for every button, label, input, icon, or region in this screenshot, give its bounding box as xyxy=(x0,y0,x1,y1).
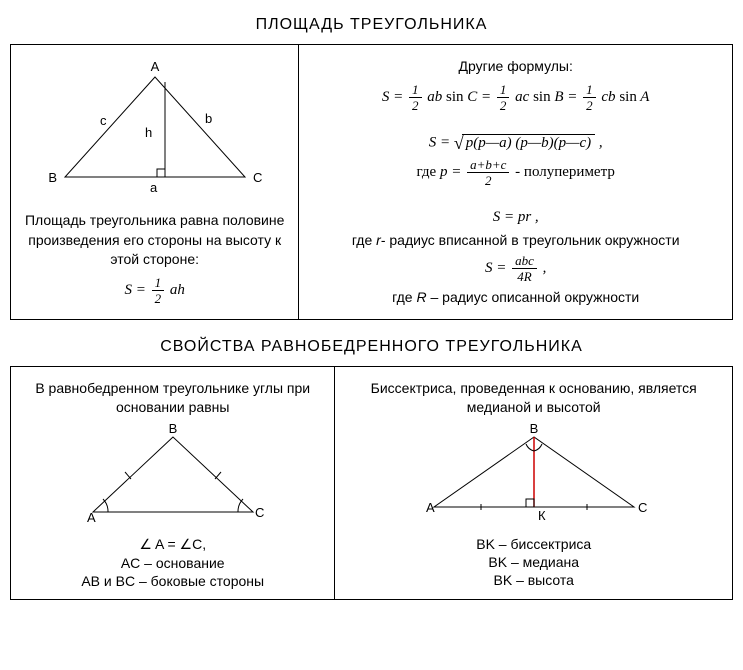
sp-tail: - полупериметр xyxy=(511,164,614,180)
sf-1: S = xyxy=(382,89,407,105)
section2-title: СВОЙСТВА РАВНОБЕДРЕННОГО ТРЕУГОЛЬНИКА xyxy=(10,338,733,356)
iso-C: C xyxy=(255,505,264,520)
sf-m2: ac xyxy=(511,89,533,105)
isos-bisector-cell: Биссектриса, проведенная к основанию, яв… xyxy=(335,367,732,599)
f-lhs: S = xyxy=(125,282,150,298)
bisector-caption: Биссектриса, проведенная к основанию, яв… xyxy=(345,379,722,418)
sf-a2: B = xyxy=(551,89,582,105)
inr-t: , xyxy=(531,209,539,225)
sf-fn2: sin xyxy=(533,89,551,105)
side-c: c xyxy=(100,113,107,128)
f-rhs: ah xyxy=(166,282,185,298)
bis-A: A xyxy=(426,500,435,515)
hf-tail: , xyxy=(595,134,603,150)
area-formula: S = 12 ah xyxy=(21,276,288,305)
f-den: 2 xyxy=(152,291,165,305)
iso-line2: AC – основание xyxy=(21,555,324,571)
sf-n2: 1 xyxy=(497,83,510,98)
area-basic-cell: A B C c b h a Площадь треугольника равна… xyxy=(11,45,299,319)
sf-fn1: sin xyxy=(446,89,464,105)
sf-fn3: sin xyxy=(619,89,637,105)
section2-row: В равнобедренном треугольнике углы при о… xyxy=(10,366,733,600)
cr-den: 4R xyxy=(512,269,537,283)
sf-d1: 2 xyxy=(409,98,422,112)
section1-row: A B C c b h a Площадь треугольника равна… xyxy=(10,44,733,320)
sp-var: p = xyxy=(440,164,465,180)
circumradius-formula: S = abc4R , xyxy=(309,254,722,283)
cr-pre: где xyxy=(392,289,416,305)
iso-B: B xyxy=(168,422,177,436)
sf-d3: 2 xyxy=(583,98,596,112)
inr-pre: где xyxy=(352,232,376,248)
other-heading: Другие формулы: xyxy=(309,57,722,77)
sf-a1: C = xyxy=(464,89,495,105)
isos-angles-cell: В равнобедренном треугольнике углы при о… xyxy=(11,367,335,599)
circumradius-note: где R – радиус описанной окружности xyxy=(309,289,722,305)
side-b: b xyxy=(205,111,212,126)
iso-angles-eq: ∠ A = ∠C, xyxy=(21,536,324,553)
inradius-formula: S = pr , xyxy=(309,209,722,226)
bis-line2: BK – медиана xyxy=(345,554,722,570)
cr-var: R xyxy=(416,289,426,305)
sf-n1: 1 xyxy=(409,83,422,98)
sp-num: a+b+c xyxy=(467,158,509,173)
bisector-diagram: B A C К xyxy=(404,422,664,532)
cr-num: abc xyxy=(512,254,537,269)
side-a: a xyxy=(150,180,158,195)
section1-title: ПЛОЩАДЬ ТРЕУГОЛЬНИКА xyxy=(10,16,733,34)
cr-tail: , xyxy=(539,260,547,276)
bis-C: C xyxy=(638,500,647,515)
area-other-cell: Другие формулы: S = 12 ab sin C = 12 ac … xyxy=(299,45,732,319)
bis-B: B xyxy=(529,422,538,436)
sp-pre: где xyxy=(417,164,440,180)
inr-txt: - радиус вписанной в треугольник окружно… xyxy=(381,232,680,248)
sf-m1: ab xyxy=(424,89,447,105)
hf-lhs: S = xyxy=(429,134,450,150)
sine-formula: S = 12 ab sin C = 12 ac sin B = 12 cb si… xyxy=(309,83,722,112)
bis-line1: BK – биссектриса xyxy=(345,536,722,552)
inradius-note: где r- радиус вписанной в треугольник ок… xyxy=(309,232,722,248)
semiperimeter: где p = a+b+c2 - полупериметр xyxy=(309,158,722,187)
bis-K: К xyxy=(538,508,546,523)
sf-a3: A xyxy=(637,89,650,105)
sf-n3: 1 xyxy=(583,83,596,98)
iso-line3: AB и BC – боковые стороны xyxy=(21,573,324,589)
triangle-diagram: A B C c b h a xyxy=(45,57,265,207)
section-area: ПЛОЩАДЬ ТРЕУГОЛЬНИКА A B C c b h a Площа… xyxy=(10,16,733,320)
vertex-B: B xyxy=(48,170,57,185)
cr-txt: – радиус описанной окружности xyxy=(427,289,640,305)
iso-A: A xyxy=(87,510,96,525)
section-isosceles: СВОЙСТВА РАВНОБЕДРЕННОГО ТРЕУГОЛЬНИКА В … xyxy=(10,338,733,600)
hf-body: p(p—a) (p—b)(p—c) xyxy=(462,134,595,152)
cr-lhs: S = xyxy=(485,260,510,276)
bis-line3: BK – высота xyxy=(345,572,722,588)
inr-f: S = pr xyxy=(493,209,531,225)
sf-m3: cb xyxy=(598,89,620,105)
sp-den: 2 xyxy=(467,173,509,187)
isos-diagram: B A C xyxy=(63,422,283,532)
f-num: 1 xyxy=(152,276,165,291)
height-h: h xyxy=(145,125,152,140)
vertex-C: C xyxy=(253,170,262,185)
sf-d2: 2 xyxy=(497,98,510,112)
vertex-A: A xyxy=(150,59,159,74)
area-caption: Площадь треугольника равна половине прои… xyxy=(21,211,288,270)
heron-formula: S = √p(p—a) (p—b)(p—c) , xyxy=(309,134,722,152)
isos-caption: В равнобедренном треугольнике углы при о… xyxy=(21,379,324,418)
